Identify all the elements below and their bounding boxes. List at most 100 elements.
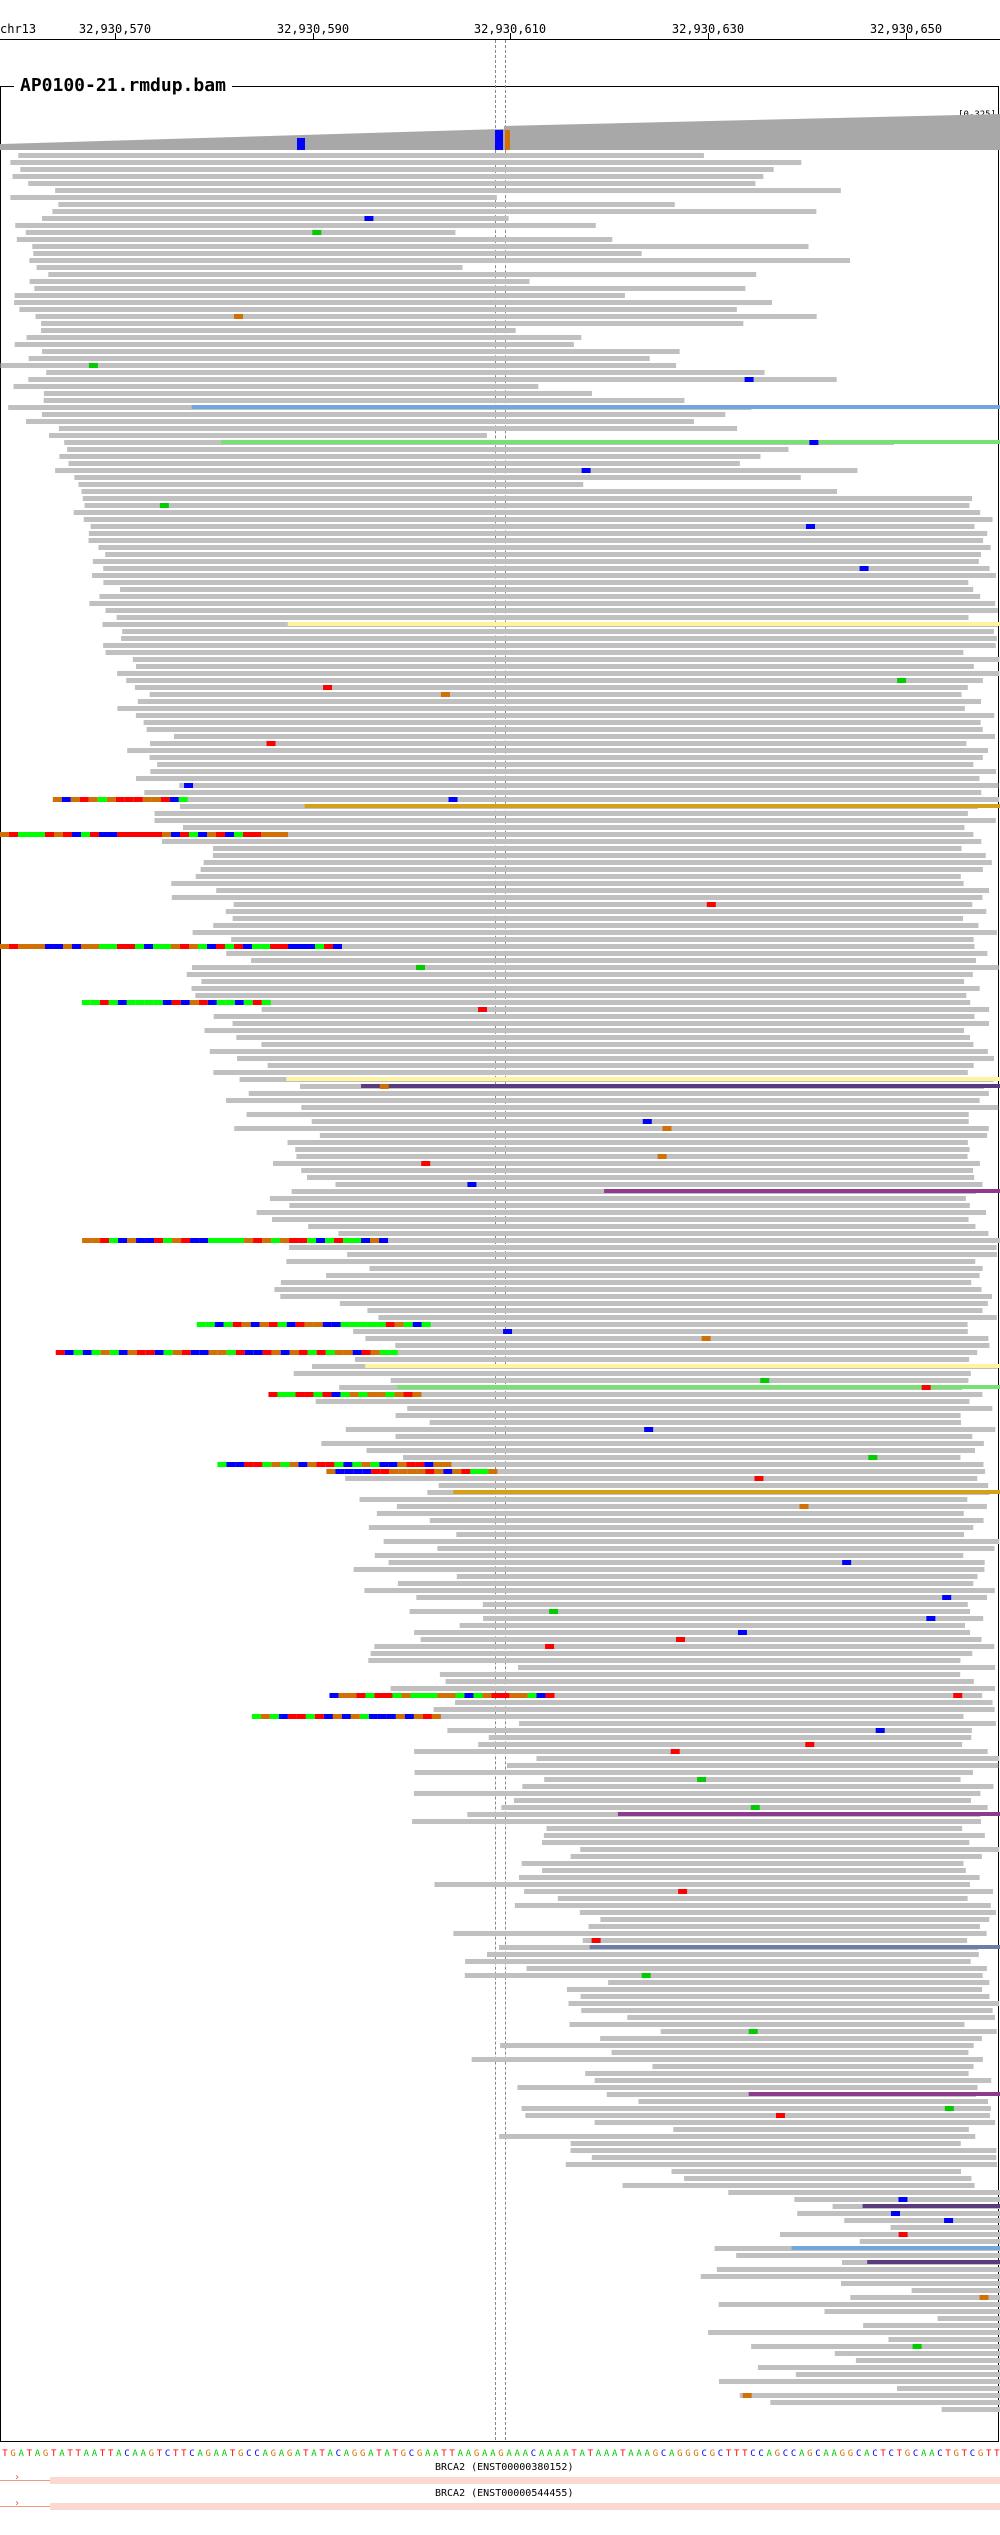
aligned-read[interactable] — [40, 328, 516, 333]
aligned-read[interactable] — [117, 671, 1000, 676]
aligned-read[interactable] — [248, 1000, 971, 1005]
aligned-read[interactable] — [154, 811, 968, 816]
aligned-read[interactable] — [608, 1980, 990, 1985]
aligned-read[interactable] — [464, 1973, 983, 1978]
aligned-read[interactable] — [179, 783, 999, 788]
aligned-read[interactable] — [684, 2176, 972, 2181]
aligned-read[interactable] — [409, 1609, 971, 1614]
aligned-read[interactable] — [580, 1847, 1000, 1852]
aligned-read[interactable] — [0, 363, 677, 368]
aligned-read[interactable] — [14, 300, 773, 305]
aligned-read[interactable] — [437, 1546, 995, 1551]
aligned-read[interactable] — [46, 370, 765, 375]
aligned-read[interactable] — [29, 279, 530, 284]
aligned-read[interactable] — [937, 2316, 1000, 2321]
aligned-read[interactable] — [35, 314, 817, 319]
aligned-read[interactable] — [41, 321, 744, 326]
aligned-read[interactable] — [171, 881, 964, 886]
aligned-read[interactable] — [888, 2337, 1000, 2342]
aligned-read[interactable] — [824, 2309, 1000, 2314]
aligned-read[interactable] — [433, 1707, 995, 1712]
aligned-read[interactable] — [478, 1742, 963, 1747]
aligned-read[interactable] — [652, 2064, 974, 2069]
aligned-read[interactable] — [295, 1147, 970, 1152]
aligned-read[interactable] — [369, 1266, 983, 1271]
aligned-read[interactable] — [366, 1448, 975, 1453]
aligned-read[interactable] — [261, 1007, 990, 1012]
aligned-read[interactable] — [248, 1091, 989, 1096]
aligned-read[interactable] — [579, 1910, 996, 1915]
aligned-read[interactable] — [52, 209, 817, 214]
aligned-read[interactable] — [518, 1875, 980, 1880]
aligned-read[interactable] — [319, 1133, 988, 1138]
aligned-read[interactable] — [507, 1763, 999, 1768]
aligned-read[interactable] — [414, 1749, 988, 1754]
aligned-read[interactable] — [289, 1245, 997, 1250]
aligned-read[interactable] — [58, 202, 675, 207]
aligned-read[interactable] — [301, 1168, 974, 1173]
aligned-read[interactable] — [204, 1028, 965, 1033]
aligned-read[interactable] — [167, 832, 974, 837]
aligned-read[interactable] — [272, 1161, 980, 1166]
aligned-read[interactable] — [863, 2323, 1000, 2328]
aligned-read[interactable] — [673, 2127, 969, 2132]
gene-exon-bar[interactable] — [50, 2477, 1000, 2484]
aligned-read[interactable] — [526, 1966, 987, 1971]
alignment-reads[interactable] — [0, 0, 1000, 2440]
aligned-read[interactable] — [271, 1217, 969, 1222]
aligned-read[interactable] — [521, 1861, 964, 1866]
aligned-read[interactable] — [524, 1889, 993, 1894]
aligned-read[interactable] — [519, 1721, 996, 1726]
aligned-read[interactable] — [482, 1602, 968, 1607]
aligned-read[interactable] — [850, 2295, 1000, 2300]
aligned-read[interactable] — [14, 293, 625, 298]
aligned-read[interactable] — [92, 573, 996, 578]
aligned-read[interactable] — [26, 419, 695, 424]
aligned-read[interactable] — [370, 1651, 973, 1656]
aligned-read[interactable] — [149, 692, 962, 697]
aligned-read[interactable] — [126, 678, 983, 683]
aligned-read[interactable] — [43, 398, 685, 403]
track-title[interactable]: AP0100-21.rmdup.bam — [14, 75, 232, 96]
aligned-read[interactable] — [383, 1539, 1000, 1544]
aligned-read[interactable] — [233, 902, 973, 907]
aligned-read[interactable] — [43, 391, 593, 396]
aligned-read[interactable] — [459, 1623, 966, 1628]
aligned-read[interactable] — [398, 1714, 964, 1719]
aligned-read[interactable] — [570, 2141, 961, 2146]
aligned-read[interactable] — [286, 1259, 976, 1264]
gene-track[interactable]: › BRCA2 (ENST00000544455) — [0, 2488, 1000, 2524]
aligned-read[interactable] — [192, 930, 997, 935]
aligned-read[interactable] — [84, 503, 970, 508]
aligned-read[interactable] — [345, 1476, 978, 1481]
aligned-read[interactable] — [103, 566, 990, 571]
aligned-read[interactable] — [73, 510, 981, 515]
aligned-read[interactable] — [416, 1595, 988, 1600]
aligned-read[interactable] — [195, 993, 967, 998]
aligned-read[interactable] — [403, 1455, 961, 1460]
aligned-read[interactable] — [395, 1343, 990, 1348]
aligned-read[interactable] — [301, 1105, 999, 1110]
aligned-read[interactable] — [293, 1371, 971, 1376]
aligned-read[interactable] — [728, 2190, 1000, 2195]
aligned-read[interactable] — [267, 1063, 974, 1068]
aligned-read[interactable] — [48, 272, 757, 277]
aligned-read[interactable] — [209, 1049, 988, 1054]
aligned-read[interactable] — [88, 531, 988, 536]
aligned-read[interactable] — [339, 1301, 988, 1306]
aligned-read[interactable] — [289, 1203, 970, 1208]
aligned-read[interactable] — [718, 2379, 1000, 2384]
aligned-read[interactable] — [501, 1805, 988, 1810]
aligned-read[interactable] — [414, 1630, 971, 1635]
aligned-read[interactable] — [28, 356, 650, 361]
aligned-read[interactable] — [376, 1511, 964, 1516]
aligned-read[interactable] — [251, 958, 977, 963]
aligned-read[interactable] — [216, 888, 990, 893]
aligned-read[interactable] — [580, 1994, 990, 1999]
aligned-read[interactable] — [105, 552, 982, 557]
aligned-read[interactable] — [18, 153, 704, 158]
aligned-read[interactable] — [434, 1882, 970, 1887]
aligned-read[interactable] — [213, 1070, 968, 1075]
aligned-read[interactable] — [445, 1679, 974, 1684]
aligned-read[interactable] — [150, 741, 967, 746]
